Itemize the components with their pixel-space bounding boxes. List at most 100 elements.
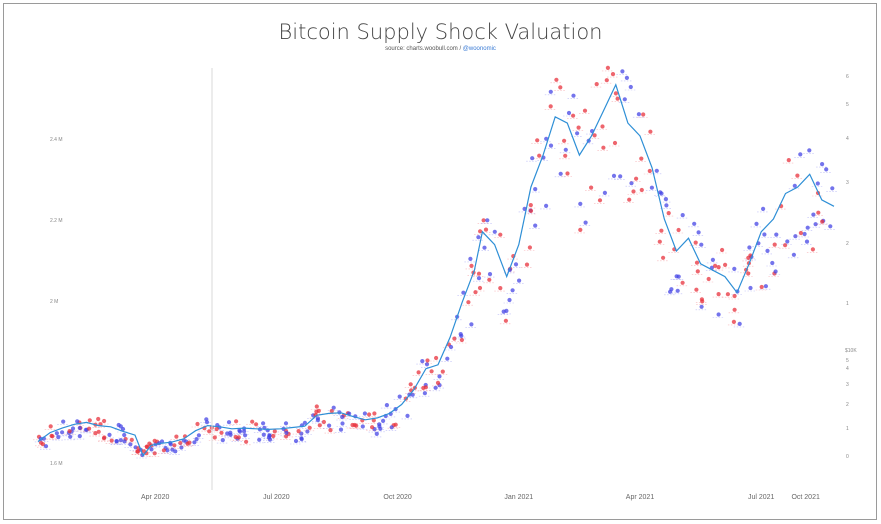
high-point <box>416 370 421 375</box>
high-point <box>316 408 321 413</box>
low-point <box>338 427 344 432</box>
high-point <box>498 232 503 237</box>
low-point <box>828 224 833 229</box>
high-point <box>321 419 326 425</box>
high-point <box>810 247 816 252</box>
low-point <box>804 239 810 244</box>
high-point <box>178 440 183 446</box>
high-point <box>234 419 239 424</box>
source-handle-link[interactable]: @woonomic <box>462 46 496 52</box>
x-tick-label: Jan 2021 <box>504 494 533 501</box>
low-point <box>267 437 273 442</box>
low-point <box>763 284 769 289</box>
high-point <box>498 286 503 291</box>
high-point <box>537 153 542 158</box>
low-point <box>267 433 272 438</box>
low-point <box>122 432 127 438</box>
high-point <box>307 425 312 430</box>
right-tick-label: 3 <box>846 382 849 388</box>
high-point <box>661 255 666 260</box>
high-point <box>695 269 700 274</box>
high-point <box>535 138 540 143</box>
low-point <box>544 136 549 141</box>
high-point <box>487 277 492 282</box>
low-point <box>389 425 394 430</box>
high-point <box>659 228 664 233</box>
low-point <box>774 232 779 237</box>
high-point <box>558 85 563 90</box>
right-tick-label: 3 <box>846 180 849 186</box>
low-point <box>374 431 379 436</box>
low-point <box>128 442 133 447</box>
low-point <box>179 445 184 450</box>
high-point <box>627 197 632 202</box>
high-point <box>371 418 376 423</box>
low-point <box>680 213 685 218</box>
high-point <box>354 423 359 428</box>
high-point <box>795 173 800 178</box>
high-point <box>284 434 289 439</box>
high-point <box>772 242 777 247</box>
low-point <box>765 248 770 253</box>
low-point <box>716 312 721 317</box>
high-point <box>554 77 559 82</box>
high-point <box>233 434 238 440</box>
x-tick-label: Apr 2021 <box>626 494 655 501</box>
low-point <box>68 434 73 439</box>
high-point <box>172 443 177 448</box>
low-point <box>501 309 506 314</box>
low-point <box>257 437 262 442</box>
low-point <box>445 356 450 361</box>
low-point <box>220 438 225 443</box>
high-point <box>720 247 725 253</box>
high-point <box>476 271 482 276</box>
low-point <box>563 147 568 152</box>
low-point <box>299 431 304 436</box>
low-point <box>762 232 767 237</box>
low-point <box>710 257 716 262</box>
high-point <box>144 444 149 449</box>
right-tick-label: 5 <box>846 358 849 364</box>
low-point <box>107 432 112 437</box>
high-point <box>634 176 639 181</box>
right-axis-title: $10K <box>845 348 857 354</box>
high-point <box>109 438 114 443</box>
low-point <box>805 225 810 230</box>
chart-source: source: charts.woobull.com / @woonomic <box>0 46 881 52</box>
low-point <box>830 186 835 191</box>
high-point <box>528 203 533 208</box>
high-point <box>195 421 200 427</box>
high-point <box>473 290 478 295</box>
low-point <box>620 69 625 74</box>
low-point <box>566 110 572 116</box>
low-point <box>507 297 512 303</box>
right-tick-label: 1 <box>846 426 849 432</box>
low-point <box>70 426 76 431</box>
low-point <box>798 152 803 157</box>
high-point <box>214 426 219 432</box>
low-point <box>60 430 65 435</box>
high-point <box>48 424 53 429</box>
high-point <box>527 245 533 250</box>
price-line-layer <box>37 83 835 457</box>
high-point <box>605 65 611 70</box>
high-point <box>483 227 489 232</box>
high-point <box>576 125 581 130</box>
low-point <box>732 266 737 271</box>
low-point <box>75 419 80 424</box>
high-point <box>571 113 576 118</box>
high-point <box>161 448 166 453</box>
high-point <box>328 428 333 433</box>
low-point <box>517 278 522 283</box>
low-point <box>654 168 659 173</box>
right-tick-label: 2 <box>846 402 849 408</box>
high-point <box>440 369 445 374</box>
low-point <box>669 287 674 292</box>
high-point <box>600 124 605 129</box>
low-point <box>284 430 289 435</box>
low-point <box>242 429 247 434</box>
high-point <box>129 437 134 442</box>
left-tick-label: 2.4 M <box>50 137 63 143</box>
high-point <box>563 153 568 158</box>
high-point <box>582 108 588 113</box>
